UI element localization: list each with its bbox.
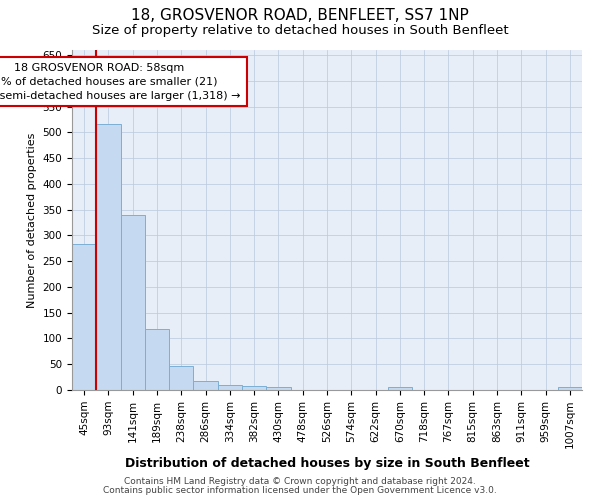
Text: Contains HM Land Registry data © Crown copyright and database right 2024.: Contains HM Land Registry data © Crown c… — [124, 477, 476, 486]
Bar — [145, 328, 169, 390]
Bar — [121, 215, 145, 390]
Bar — [169, 366, 193, 390]
Bar — [193, 380, 218, 390]
Text: 18 GROSVENOR ROAD: 58sqm
← 2% of detached houses are smaller (21)
98% of semi-de: 18 GROSVENOR ROAD: 58sqm ← 2% of detache… — [0, 63, 241, 101]
Bar — [558, 388, 582, 390]
Y-axis label: Number of detached properties: Number of detached properties — [27, 132, 37, 308]
Bar — [218, 385, 242, 390]
Bar — [72, 244, 96, 390]
X-axis label: Distribution of detached houses by size in South Benfleet: Distribution of detached houses by size … — [125, 456, 529, 469]
Bar — [242, 386, 266, 390]
Text: 18, GROSVENOR ROAD, BENFLEET, SS7 1NP: 18, GROSVENOR ROAD, BENFLEET, SS7 1NP — [131, 8, 469, 22]
Bar — [96, 124, 121, 390]
Bar — [266, 388, 290, 390]
Text: Size of property relative to detached houses in South Benfleet: Size of property relative to detached ho… — [92, 24, 508, 37]
Bar — [388, 388, 412, 390]
Text: Contains public sector information licensed under the Open Government Licence v3: Contains public sector information licen… — [103, 486, 497, 495]
